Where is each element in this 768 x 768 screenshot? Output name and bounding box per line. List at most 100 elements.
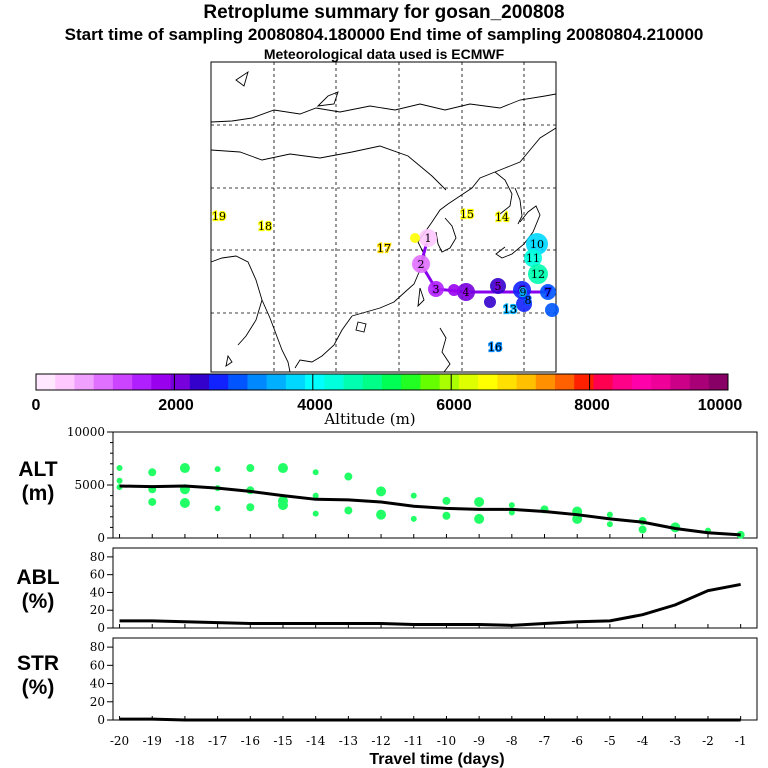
plume-step-label: 6 [519, 284, 526, 297]
x-tick-label: -8 [506, 734, 518, 748]
x-tick-label: -6 [571, 734, 583, 748]
plume-blob [545, 303, 559, 317]
colorbar-swatch [401, 374, 421, 390]
plume-blob [540, 284, 556, 300]
colorbar-swatch [93, 374, 114, 390]
colorbar-swatch [285, 374, 306, 390]
colorbar-swatch [209, 374, 229, 390]
sakhalin-island [514, 187, 523, 225]
alt-particle-point [312, 510, 319, 517]
colorbar-swatch [420, 374, 440, 390]
x-tick-label: -19 [143, 734, 162, 748]
colorbar-swatch [382, 374, 402, 390]
x-tick-label: -9 [473, 734, 485, 748]
x-tick-label: -2 [702, 734, 714, 748]
time-series-panels: 10000 5000 0 80 60 40 20 0 80 60 40 20 0 -20 -19 -18 -17… [67, 425, 758, 748]
colorbar-swatch [689, 374, 710, 390]
colorbar-label: Altitude (m) [323, 410, 415, 428]
colorbar-tick: 6000 [436, 397, 472, 414]
colorbar-swatch [324, 374, 344, 390]
x-tick-label: -17 [208, 734, 227, 748]
x-tick-label: -14 [306, 734, 326, 748]
x-tick-label: -18 [175, 734, 194, 748]
alt-particle-point [246, 464, 255, 473]
alt-particle-point [508, 502, 515, 509]
colorbar-swatch [112, 374, 133, 390]
colorbar-swatch [74, 374, 94, 390]
sri-lanka [225, 354, 233, 367]
plume-step-label: 13 [503, 303, 517, 316]
colorbar-tick: 8000 [574, 397, 610, 414]
colorbar-swatch [555, 374, 575, 390]
plume-blob [410, 233, 420, 243]
colorbar-swatch [439, 374, 460, 390]
met-data-line: Meteorological data used is ECMWF [263, 46, 505, 62]
colorbar-swatch [631, 374, 652, 390]
str-panel-unit: (%) [22, 676, 55, 699]
taiwan-island [417, 287, 425, 308]
abl-panel-title: ABL [16, 566, 59, 589]
alt-particle-point [214, 466, 221, 473]
y-tick-label: 40 [90, 585, 105, 599]
alt-particle-point [214, 505, 221, 512]
plume-blob [419, 229, 437, 247]
colorbar-swatch [189, 374, 210, 390]
colorbar-swatch [266, 374, 287, 390]
x-tick-label: -1 [735, 734, 747, 748]
plume-step-label: 3 [433, 283, 440, 296]
alt-particle-point [442, 496, 451, 505]
plume-step-label: 14 [495, 211, 509, 224]
colorbar-swatch [478, 374, 498, 390]
y-tick-label: 0 [97, 713, 105, 727]
plume-step-label: 2 [418, 258, 425, 271]
alt-particle-point [312, 469, 319, 476]
plume-step-label: 10 [530, 238, 544, 251]
alt-particle-point [606, 511, 613, 518]
panel-labels: ALT (m) ABL (%) STR (%) [16, 458, 59, 699]
colorbar-swatch [228, 374, 248, 390]
panel-frame [112, 547, 758, 629]
colorbar-tick: 2000 [158, 397, 194, 414]
alt-particle-point [116, 465, 123, 472]
y-tick-label: 10000 [67, 425, 105, 439]
taymyr-island [316, 91, 339, 107]
y-tick-label: 20 [90, 695, 105, 709]
alt-particle-point [606, 521, 613, 528]
colorbar-swatch [36, 374, 56, 390]
alt-particle-point [344, 472, 353, 481]
x-tick-label: -13 [339, 734, 358, 748]
alt-particle-point [277, 500, 288, 511]
x-tick-label: -7 [539, 734, 551, 748]
sampling-time-line: Start time of sampling 20080804.180000 E… [64, 25, 704, 44]
alt-particle-point [376, 509, 387, 520]
plume-step-label: 1 [425, 232, 432, 245]
colorbar-swatch [170, 374, 191, 390]
plume-step-label: 11 [526, 252, 540, 265]
panel-frame [112, 431, 758, 539]
map-grid [211, 62, 556, 372]
india-coast [210, 255, 263, 346]
map-frame [210, 61, 557, 373]
siberia-east-coast [417, 127, 557, 243]
plume-step-label: 8 [525, 294, 532, 307]
colorbar-swatch [593, 374, 613, 390]
alt-particle-point [148, 468, 157, 477]
arctic-coast [210, 93, 557, 123]
y-tick-label: 0 [97, 621, 105, 635]
alt-particle-point [474, 496, 485, 507]
colorbar-border [35, 373, 729, 391]
colorbar-tick: 10000 [698, 397, 743, 414]
okhotsk-coast [494, 171, 513, 215]
y-tick-label: 60 [90, 658, 105, 672]
plume-blob [516, 296, 532, 312]
alt-particle-point [179, 498, 190, 509]
x-tick-label: -15 [273, 734, 292, 748]
plume-step-label: 15 [460, 208, 474, 221]
series-line-alt [119, 484, 741, 537]
colorbar-swatch [516, 374, 537, 390]
colorbar-ticks: 0 2000 4000 6000 8000 10000 [32, 397, 743, 414]
alt-particle-point [442, 511, 451, 520]
plume-step-label: 18 [258, 220, 272, 233]
plume-step-label: 16 [488, 341, 502, 354]
